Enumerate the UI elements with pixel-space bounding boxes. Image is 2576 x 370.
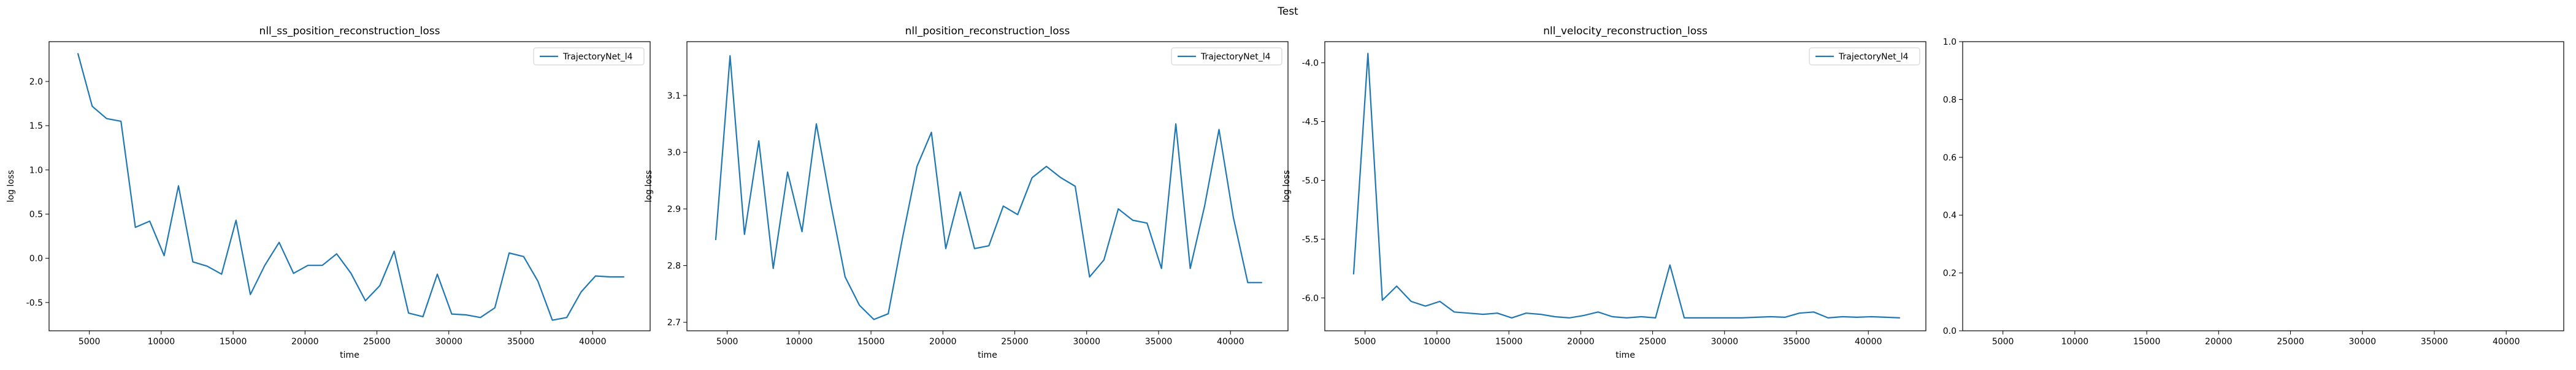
y-axis-label: log loss — [1282, 170, 1292, 203]
legend-label: TrajectoryNet_l4 — [1838, 52, 1909, 62]
x-tick-label: 10000 — [2061, 337, 2089, 347]
x-tick-label: 20000 — [291, 337, 319, 347]
chart-panel-2: 5000 10000 15000 20000 25000 30000 35000 40000 2… — [644, 25, 1289, 360]
x-axis-label: time — [340, 350, 359, 360]
x-tick-label: 35000 — [507, 337, 535, 347]
x-tick-label: 5000 — [716, 337, 738, 347]
x-tick-label: 30000 — [1711, 337, 1738, 347]
series-line-1 — [1352, 53, 1900, 319]
y-tick-label: 3.0 — [667, 148, 681, 157]
x-tick-label: 35000 — [1145, 337, 1173, 347]
y-tick-label: -0.5 — [26, 298, 43, 308]
y-tick-label: 1.0 — [1943, 37, 1957, 47]
x-tick-label: 35000 — [1783, 337, 1811, 347]
x-tick-label: 10000 — [786, 337, 813, 347]
x-tick-label: 40000 — [579, 337, 607, 347]
x-tick-label: 30000 — [435, 337, 462, 347]
y-tick-label: 2.7 — [667, 318, 681, 328]
y-tick-label: -4.5 — [1302, 117, 1319, 127]
x-tick-label: 15000 — [857, 337, 885, 347]
x-tick-label: 25000 — [1001, 337, 1029, 347]
y-tick-label: 0.5 — [29, 210, 43, 219]
x-tick-label: 40000 — [1217, 337, 1244, 347]
legend-box — [1171, 47, 1282, 66]
x-tick-label: 20000 — [929, 337, 957, 347]
chart-title: nll_position_reconstruction_loss — [905, 25, 1070, 37]
x-axis-label: time — [1616, 350, 1635, 360]
y-tick-label: 1.0 — [29, 165, 43, 175]
chart-title: nll_velocity_reconstruction_loss — [1543, 25, 1708, 37]
x-tick-label: 5000 — [1992, 337, 2014, 347]
legend-label: TrajectoryNet_l4 — [562, 52, 633, 62]
x-tick-label: 25000 — [363, 337, 391, 347]
x-tick-label: 10000 — [148, 337, 175, 347]
x-tick-label: 30000 — [2348, 337, 2376, 347]
x-tick-label: 20000 — [2205, 337, 2233, 347]
y-tick-label: 1.5 — [29, 121, 43, 131]
x-tick-label: 15000 — [2133, 337, 2161, 347]
x-tick-label: 5000 — [1354, 337, 1376, 347]
x-axis-label: time — [978, 350, 997, 360]
legend: TrajectoryNet_l4 — [533, 47, 645, 66]
x-tick-label: 40000 — [2493, 337, 2520, 347]
y-tick-label: 0.0 — [1943, 327, 1957, 336]
plot-frame — [1324, 41, 1926, 331]
figure-title: Test — [1277, 6, 1298, 18]
y-tick-label: 3.1 — [667, 91, 681, 101]
y-tick-label: -5.0 — [1302, 176, 1319, 186]
legend-box — [533, 47, 645, 66]
series-line-1 — [715, 55, 1262, 320]
y-tick-label: -5.5 — [1302, 235, 1319, 244]
y-tick-label: 0.6 — [1943, 153, 1957, 163]
chart-panel-4: 5000 10000 15000 20000 25000 30000 35000 40000 0… — [1943, 37, 2564, 347]
x-tick-label: 35000 — [2421, 337, 2448, 347]
x-tick-label: 15000 — [220, 337, 247, 347]
y-axis-label: log loss — [644, 170, 654, 203]
x-tick-label: 15000 — [1495, 337, 1523, 347]
chart-panel-3: 5000 10000 15000 20000 25000 30000 35000 40000 -… — [1282, 25, 1926, 360]
plot-frame — [686, 41, 1289, 331]
x-tick-label: 40000 — [1855, 337, 1882, 347]
plot-frame — [1962, 41, 2564, 331]
chart-title: nll_ss_position_reconstruction_loss — [259, 25, 440, 37]
y-tick-label: 2.9 — [667, 205, 681, 214]
legend-box — [1809, 47, 1920, 66]
y-tick-label: -6.0 — [1302, 293, 1319, 303]
y-tick-label: 0.4 — [1943, 211, 1957, 221]
y-tick-label: 0.0 — [29, 254, 43, 264]
y-axis-label: log loss — [6, 170, 16, 203]
legend-label: TrajectoryNet_l4 — [1200, 52, 1271, 62]
y-tick-label: 2.8 — [667, 262, 681, 271]
y-tick-label: 2.0 — [29, 77, 43, 87]
plot-frame — [48, 41, 651, 331]
chart-panel-1: 5000 10000 15000 20000 25000 30000 35000 40000 -… — [6, 25, 651, 360]
legend: TrajectoryNet_l4 — [1171, 47, 1282, 66]
x-tick-label: 5000 — [79, 337, 101, 347]
series-line-1 — [77, 53, 624, 321]
legend: TrajectoryNet_l4 — [1809, 47, 1920, 66]
x-tick-label: 10000 — [1424, 337, 1451, 347]
y-tick-label: -4.0 — [1302, 59, 1319, 69]
x-tick-label: 30000 — [1073, 337, 1100, 347]
x-tick-label: 25000 — [2277, 337, 2304, 347]
x-tick-label: 20000 — [1567, 337, 1595, 347]
y-tick-label: 0.8 — [1943, 95, 1957, 105]
y-tick-label: 0.2 — [1943, 269, 1957, 279]
x-tick-label: 25000 — [1639, 337, 1666, 347]
